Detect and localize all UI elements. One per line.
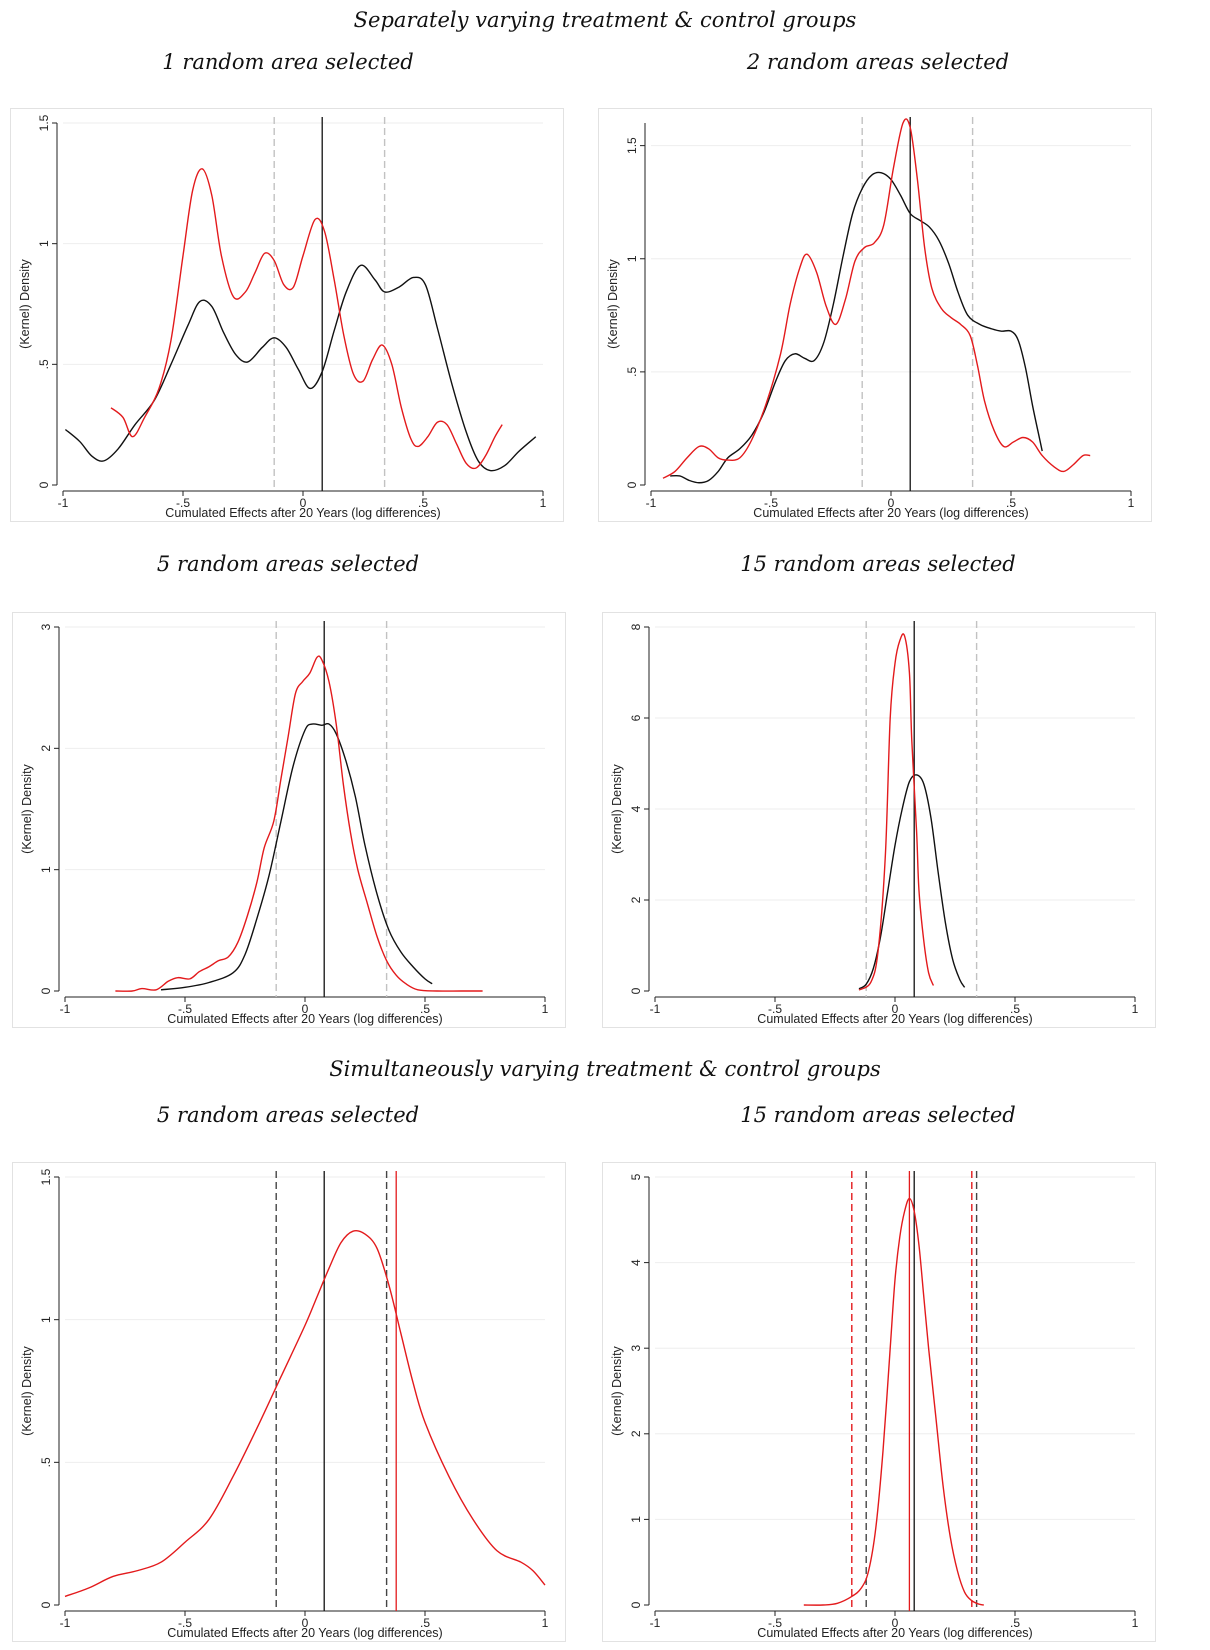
x-tick-label: -1 [58, 496, 69, 510]
chart-svg: -1 -.5 0 .5 1 0 1 2 3 Cumulated Effects after 20 … [20, 621, 549, 1026]
y-tick-label: 1 [625, 255, 639, 262]
panel-title-3: 5 random areas selected [156, 552, 420, 576]
x-tick-label: 0 [892, 1002, 899, 1016]
y-tick-label: 3 [629, 1345, 643, 1352]
y-tick-label: 0 [625, 481, 639, 488]
x-axis-label: Cumulated Effects after 20 Years (log di… [753, 506, 1028, 520]
density-curve-red [110, 168, 503, 470]
chart-svg: -1 -.5 0 .5 1 0 .5 1 1.5 Cumulated Effects after … [18, 114, 547, 520]
y-axis-label: (Kernel) Density [20, 763, 34, 853]
x-tick-label: 1 [1132, 1002, 1139, 1016]
x-tick-label: .5 [1006, 496, 1016, 510]
x-tick-label: 1 [542, 1616, 549, 1630]
panel-title-4: 15 random areas selected [740, 552, 1016, 576]
density-curve-black [160, 722, 433, 991]
x-axis-label: Cumulated Effects after 20 Years (log di… [165, 506, 440, 520]
y-tick-label: 5 [629, 1173, 643, 1180]
density-curve-red [115, 655, 483, 992]
density-curve-black [858, 774, 966, 990]
x-tick-label: 0 [302, 1616, 309, 1630]
x-tick-label: 1 [542, 1002, 549, 1016]
y-axis-label: (Kernel) Density [610, 763, 624, 853]
y-tick-label: 0 [629, 1601, 643, 1608]
y-tick-label: 1.5 [39, 1168, 53, 1185]
x-tick-label: 0 [302, 1002, 309, 1016]
x-tick-label: -.5 [768, 1616, 782, 1630]
chart-panel-4: -1 -.5 0 .5 1 0 2 4 6 8 Cumulated Effects after 20… [602, 612, 1156, 1028]
x-tick-label: -.5 [178, 1616, 192, 1630]
chart-svg: -1 -.5 0 .5 1 0 2 4 6 8 Cumulated Effects after 20… [610, 621, 1139, 1026]
panel-title-2: 2 random areas selected [746, 50, 1010, 74]
x-tick-label: 0 [888, 496, 895, 510]
panel-title-6: 15 random areas selected [740, 1103, 1016, 1127]
chart-panel-3: -1 -.5 0 .5 1 0 1 2 3 Cumulated Effects after 20 … [12, 612, 566, 1028]
x-axis-label: Cumulated Effects after 20 Years (log di… [757, 1626, 1032, 1640]
density-curve-black [670, 171, 1043, 484]
x-tick-label: .5 [1010, 1002, 1020, 1016]
chart-panel-5: -1 -.5 0 .5 1 0 .5 1 1.5 Cumulated Effects after … [12, 1162, 566, 1642]
y-tick-label: 0 [39, 987, 53, 994]
x-tick-label: -.5 [176, 496, 190, 510]
y-tick-label: 0 [37, 481, 51, 488]
y-axis-label: (Kernel) Density [606, 258, 620, 348]
y-tick-label: 2 [629, 1430, 643, 1437]
y-tick-label: 1 [39, 1316, 53, 1323]
x-tick-label: -1 [646, 496, 657, 510]
chart-panel-1: -1 -.5 0 .5 1 0 .5 1 1.5 Cumulated Effects after … [10, 108, 564, 522]
density-curve-red [858, 633, 935, 991]
y-tick-label: 1 [39, 866, 53, 873]
x-axis-label: Cumulated Effects after 20 Years (log di… [167, 1012, 442, 1026]
y-axis-label: (Kernel) Density [18, 258, 32, 348]
y-tick-label: 2 [629, 896, 643, 903]
chart-panel-2: -1 -.5 0 .5 1 0 .5 1 1.5 Cumulated Effects after … [598, 108, 1152, 522]
x-tick-label: .5 [420, 1002, 430, 1016]
y-tick-label: 2 [39, 745, 53, 752]
density-curve-red [662, 118, 1091, 479]
x-tick-label: 1 [540, 496, 547, 510]
x-tick-label: .5 [418, 496, 428, 510]
y-tick-label: 8 [629, 623, 643, 630]
density-curve-black [64, 264, 537, 472]
y-tick-label: 3 [39, 623, 53, 630]
y-tick-label: 4 [629, 805, 643, 812]
y-tick-label: .5 [39, 1457, 53, 1467]
y-tick-label: 6 [629, 714, 643, 721]
heading-separate: Separately varying treatment & control g… [353, 8, 857, 32]
x-tick-label: 1 [1128, 496, 1135, 510]
x-tick-label: .5 [1010, 1616, 1020, 1630]
y-tick-label: 1 [629, 1516, 643, 1523]
panel-title-5: 5 random areas selected [156, 1103, 420, 1127]
x-tick-label: -.5 [768, 1002, 782, 1016]
x-tick-label: -.5 [764, 496, 778, 510]
y-tick-label: 4 [629, 1259, 643, 1266]
x-tick-label: -1 [60, 1002, 71, 1016]
y-tick-label: 1.5 [37, 114, 51, 131]
y-axis-label: (Kernel) Density [610, 1345, 624, 1435]
y-axis-label: (Kernel) Density [20, 1345, 34, 1435]
chart-svg: -1 -.5 0 .5 1 0 .5 1 1.5 Cumulated Effects after … [20, 1168, 549, 1640]
y-tick-label: 1 [37, 240, 51, 247]
x-axis-label: Cumulated Effects after 20 Years (log di… [757, 1012, 1032, 1026]
y-tick-label: 0 [39, 1601, 53, 1608]
density-curve-red [64, 1229, 546, 1598]
x-tick-label: -1 [650, 1616, 661, 1630]
x-tick-label: 0 [892, 1616, 899, 1630]
density-curve-red [803, 1197, 984, 1606]
x-tick-label: 0 [300, 496, 307, 510]
y-tick-label: .5 [37, 359, 51, 369]
chart-svg: -1 -.5 0 .5 1 0 1 2 3 4 5 Cumulated Effects after 2… [610, 1171, 1139, 1640]
y-tick-label: 0 [629, 987, 643, 994]
y-tick-label: .5 [625, 367, 639, 377]
chart-panel-6: -1 -.5 0 .5 1 0 1 2 3 4 5 Cumulated Effects after 2… [602, 1162, 1156, 1642]
x-tick-label: 1 [1132, 1616, 1139, 1630]
x-tick-label: -1 [60, 1616, 71, 1630]
x-tick-label: -.5 [178, 1002, 192, 1016]
y-tick-label: 1.5 [625, 137, 639, 154]
x-axis-label: Cumulated Effects after 20 Years (log di… [167, 1626, 442, 1640]
x-tick-label: .5 [420, 1616, 430, 1630]
panel-title-1: 1 random area selected [162, 50, 414, 74]
heading-simultaneous: Simultaneously varying treatment & contr… [329, 1057, 881, 1081]
x-tick-label: -1 [650, 1002, 661, 1016]
chart-svg: -1 -.5 0 .5 1 0 .5 1 1.5 Cumulated Effects after … [606, 117, 1135, 520]
